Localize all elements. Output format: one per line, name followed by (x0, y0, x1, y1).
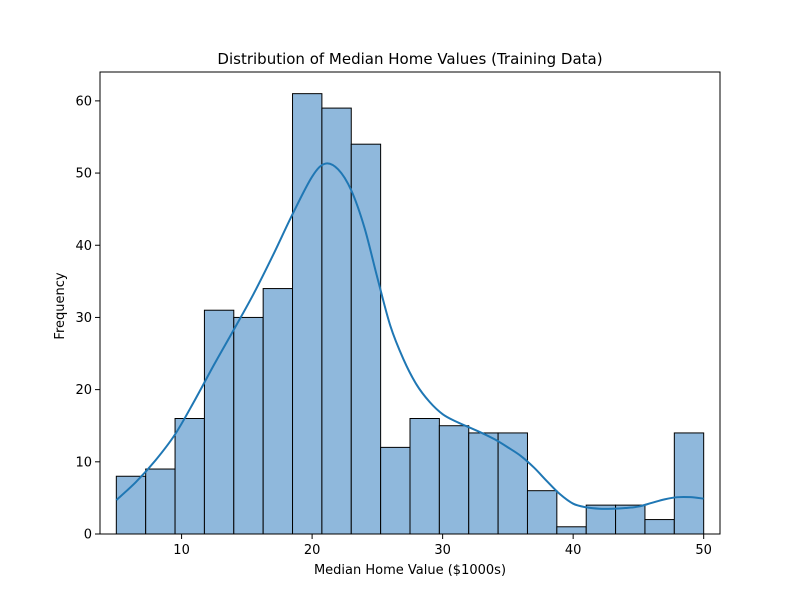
histogram-bar (262, 288, 294, 535)
x-tick-label: 30 (434, 543, 451, 558)
histogram-bar (615, 504, 646, 535)
histogram-bar (438, 425, 470, 535)
bars-group (115, 93, 705, 535)
histogram-bar (292, 93, 323, 535)
y-tick-label: 30 (75, 311, 92, 326)
x-tick-label: 50 (695, 543, 712, 558)
y-tick-label: 10 (75, 455, 92, 470)
y-tick-label: 0 (84, 528, 92, 543)
histogram-bar (644, 519, 675, 535)
histogram-bar (673, 432, 705, 535)
plot-frame (99, 71, 721, 535)
histogram-bar (350, 143, 382, 535)
histogram-bar (468, 432, 499, 535)
histogram-bar (174, 418, 205, 535)
histogram-bar (145, 468, 176, 535)
x-tick-label: 10 (173, 543, 190, 558)
histogram-bar (526, 490, 558, 535)
y-tick-label: 20 (75, 383, 92, 398)
histogram-bar (233, 316, 264, 535)
x-axis-ticks: 10 20 30 40 50 (173, 534, 712, 558)
y-tick-label: 50 (75, 167, 92, 182)
x-axis-label: Median Home Value ($1000s) (314, 563, 506, 578)
histogram-bar (203, 309, 235, 535)
histogram-bar (409, 418, 440, 535)
histogram-bar (497, 432, 528, 535)
y-axis-label: Frequency (53, 272, 68, 339)
kde-curve (115, 162, 704, 510)
y-axis-ticks: 0 10 20 30 40 50 60 (75, 94, 100, 543)
histogram-bar (380, 446, 411, 535)
chart-title: Distribution of Median Home Values (Trai… (217, 50, 602, 68)
y-tick-label: 40 (75, 239, 92, 254)
histogram-bar (556, 526, 587, 535)
x-tick-label: 20 (304, 543, 321, 558)
x-tick-label: 40 (565, 543, 582, 558)
histogram-bar (115, 475, 147, 535)
y-tick-label: 60 (75, 94, 92, 109)
histogram-bar (321, 107, 352, 535)
